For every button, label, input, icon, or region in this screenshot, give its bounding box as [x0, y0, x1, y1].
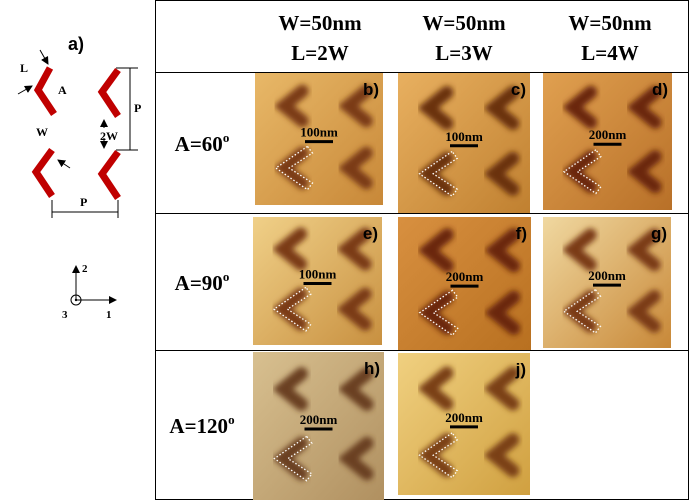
dim-arrow — [58, 160, 70, 168]
panel-tag: e) — [363, 224, 378, 243]
row-label-text: A=60 — [175, 132, 223, 156]
afm-image: 100nm c) — [398, 73, 530, 213]
panel-tag: b) — [363, 80, 379, 99]
row-label: A=60o — [175, 130, 230, 156]
panel-tag: j) — [515, 360, 526, 379]
column-header: L=2W — [291, 41, 348, 65]
panel-tag: d) — [652, 80, 668, 99]
panel-tag: f) — [516, 224, 527, 243]
column-header: W=50nm — [568, 11, 652, 35]
scale-label: 100nm — [300, 125, 338, 140]
scale-label: 200nm — [300, 412, 338, 427]
afm-image: 200nm h) — [253, 352, 384, 500]
scale-label: 200nm — [446, 269, 484, 284]
afm-image: 100nm b) — [255, 73, 383, 205]
panel-label: a) — [68, 34, 84, 54]
panel-tag: c) — [511, 80, 526, 99]
axis-label: 3 — [62, 309, 68, 321]
scale-label: 200nm — [589, 127, 627, 142]
dim-label: P — [80, 195, 87, 209]
row-label: A=120o — [169, 412, 234, 438]
dim-arrow — [18, 86, 32, 94]
scale-label: 200nm — [445, 410, 483, 425]
chevron — [36, 150, 52, 196]
afm-image: 200nm d) — [543, 73, 672, 210]
afm-image: 200nm g) — [543, 217, 671, 348]
dim-label: L — [20, 61, 28, 75]
panel-tag: g) — [651, 224, 667, 243]
row-label-sup: o — [223, 269, 230, 284]
chevron — [38, 68, 54, 114]
afm-image: 200nm j) — [398, 353, 530, 495]
row-label: A=90o — [175, 269, 230, 295]
chevron — [102, 152, 118, 198]
row-label-sup: o — [228, 412, 235, 427]
chevron — [102, 70, 118, 116]
axis-label: 1 — [106, 309, 112, 321]
column-header: W=50nm — [278, 11, 362, 35]
row-label-text: A=90 — [175, 271, 223, 295]
dim-label: P — [134, 101, 141, 115]
dim-label: 2W — [100, 129, 118, 143]
axis-label: 2 — [82, 263, 88, 275]
column-header: W=50nm — [422, 11, 506, 35]
dim-arrow — [40, 50, 48, 64]
row-label-sup: o — [223, 130, 230, 145]
dim-label: A — [58, 83, 67, 97]
scale-label: 100nm — [445, 129, 483, 144]
schematic: a) L A W 2W P P 2 3 1 — [18, 34, 141, 321]
panel-tag: h) — [364, 359, 380, 378]
axis-dot — [75, 299, 77, 301]
column-header: L=4W — [581, 41, 638, 65]
afm-image: 200nm f) — [398, 217, 531, 350]
scale-label: 100nm — [299, 267, 337, 282]
figure: a) L A W 2W P P 2 3 1 — [0, 0, 689, 502]
column-header: L=3W — [435, 41, 492, 65]
afm-image: 100nm e) — [253, 217, 382, 345]
scale-label: 200nm — [588, 268, 626, 283]
row-label-text: A=120 — [169, 414, 228, 438]
dim-label: W — [36, 125, 48, 139]
